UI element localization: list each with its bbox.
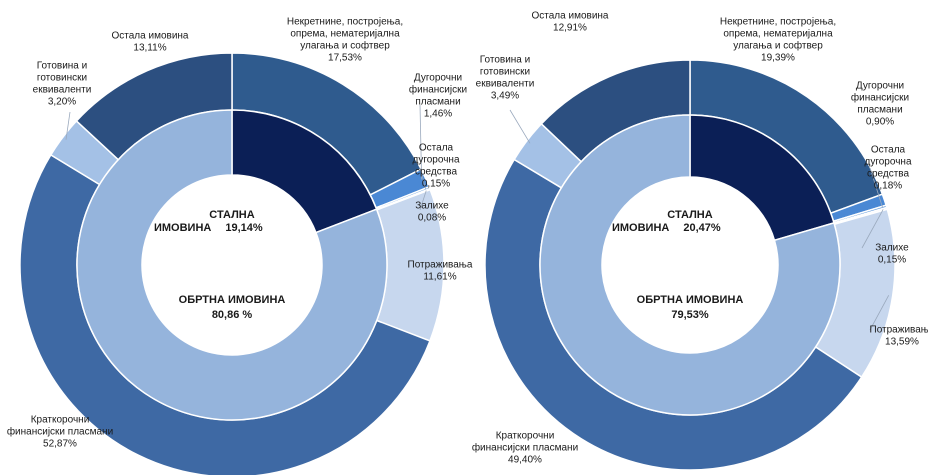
- donut-hole: [602, 177, 778, 353]
- segment-label: финансијски пласмани: [7, 426, 113, 438]
- segment-label: Готовина и: [480, 55, 530, 66]
- segment-value: 0,18%: [874, 181, 902, 192]
- center-value: 79,53%: [671, 309, 709, 321]
- leader-line: [419, 167, 427, 190]
- center-label: ИМОВИНА: [154, 222, 211, 234]
- center-label: ОБРТНА ИМОВИНА: [637, 294, 744, 306]
- segment-label: средства: [867, 169, 910, 180]
- segment-label: еквиваленти: [33, 85, 92, 96]
- segment-value: 49,40%: [508, 455, 542, 466]
- segment-label: Краткорочни: [496, 431, 555, 442]
- center-label: СТАЛНА: [667, 209, 712, 221]
- center-label: ИМОВИНА: [612, 222, 669, 234]
- segment-label: финансијски: [851, 92, 909, 104]
- segment-value: 1,46%: [424, 109, 452, 120]
- segment-label: Потраживања: [408, 260, 473, 271]
- segment-value: 3,20%: [48, 97, 76, 108]
- segment-label: улагања и софтвер: [300, 40, 390, 52]
- segment-label: еквиваленти: [476, 79, 535, 90]
- segment-value: 13,11%: [133, 43, 166, 54]
- segment-label: дугорочна: [412, 155, 459, 166]
- segment-label: улагања и софтвер: [733, 40, 823, 52]
- segment-value: 12,91%: [553, 23, 587, 34]
- leader-line: [419, 190, 427, 211]
- center-label: СТАЛНА: [209, 209, 254, 221]
- center-value: 20,47%: [683, 222, 721, 234]
- segment-value: 3,49%: [491, 91, 519, 102]
- leader-line: [861, 209, 884, 249]
- segment-label: готовински: [480, 67, 530, 78]
- segment-label: готовински: [37, 73, 87, 84]
- leader-line: [509, 109, 531, 144]
- segment-value: 0,08%: [418, 213, 446, 224]
- segment-label: дугорочна: [864, 157, 911, 168]
- segment-label: финансијски пласмани: [472, 442, 578, 454]
- segment-label: Остала имовина: [112, 31, 189, 42]
- leader-line: [65, 111, 71, 140]
- leader-line: [869, 167, 883, 208]
- segment-value: 52,87%: [43, 439, 77, 450]
- segment-label: Дугорочни: [856, 81, 904, 92]
- segment-label: опрема, нематеријална: [723, 29, 833, 40]
- leader-line: [419, 104, 423, 180]
- segment-value: 17,53%: [328, 53, 362, 64]
- segment-label: Некретнине, постројења,: [287, 17, 403, 28]
- segment-value: 0,90%: [866, 117, 894, 128]
- segment-value: 11,61%: [423, 272, 456, 283]
- segment-label: Некретнине, постројења,: [720, 17, 836, 28]
- segment-label: Остала имовина: [532, 11, 609, 22]
- segment-label: опрема, нематеријална: [290, 29, 400, 40]
- segment-label: средства: [415, 167, 458, 178]
- leader-line: [869, 295, 890, 331]
- segment-value: 0,15%: [422, 179, 450, 190]
- segment-label: Дугорочни: [414, 73, 462, 84]
- segment-label: Залихе: [415, 201, 449, 212]
- segment-label: Краткорочни: [31, 415, 90, 426]
- segment-label: Остала: [419, 143, 454, 154]
- segment-label: финансијски: [409, 84, 467, 96]
- segment-label: пласмани: [415, 97, 460, 108]
- segment-value: 19,39%: [761, 53, 795, 64]
- center-value: 80,86 %: [212, 309, 253, 321]
- segment-label: Готовина и: [37, 61, 87, 72]
- segment-label: Залихе: [875, 243, 909, 254]
- segment-label: Остала: [871, 145, 906, 156]
- center-label: ОБРТНА ИМОВИНА: [179, 294, 286, 306]
- segment-label: пласмани: [857, 105, 902, 116]
- donut-hole: [142, 175, 322, 355]
- segment-label: Потраживања: [870, 325, 928, 336]
- center-value: 19,14%: [225, 222, 263, 234]
- segment-value: 0,15%: [878, 255, 906, 266]
- segment-value: 13,59%: [885, 337, 919, 348]
